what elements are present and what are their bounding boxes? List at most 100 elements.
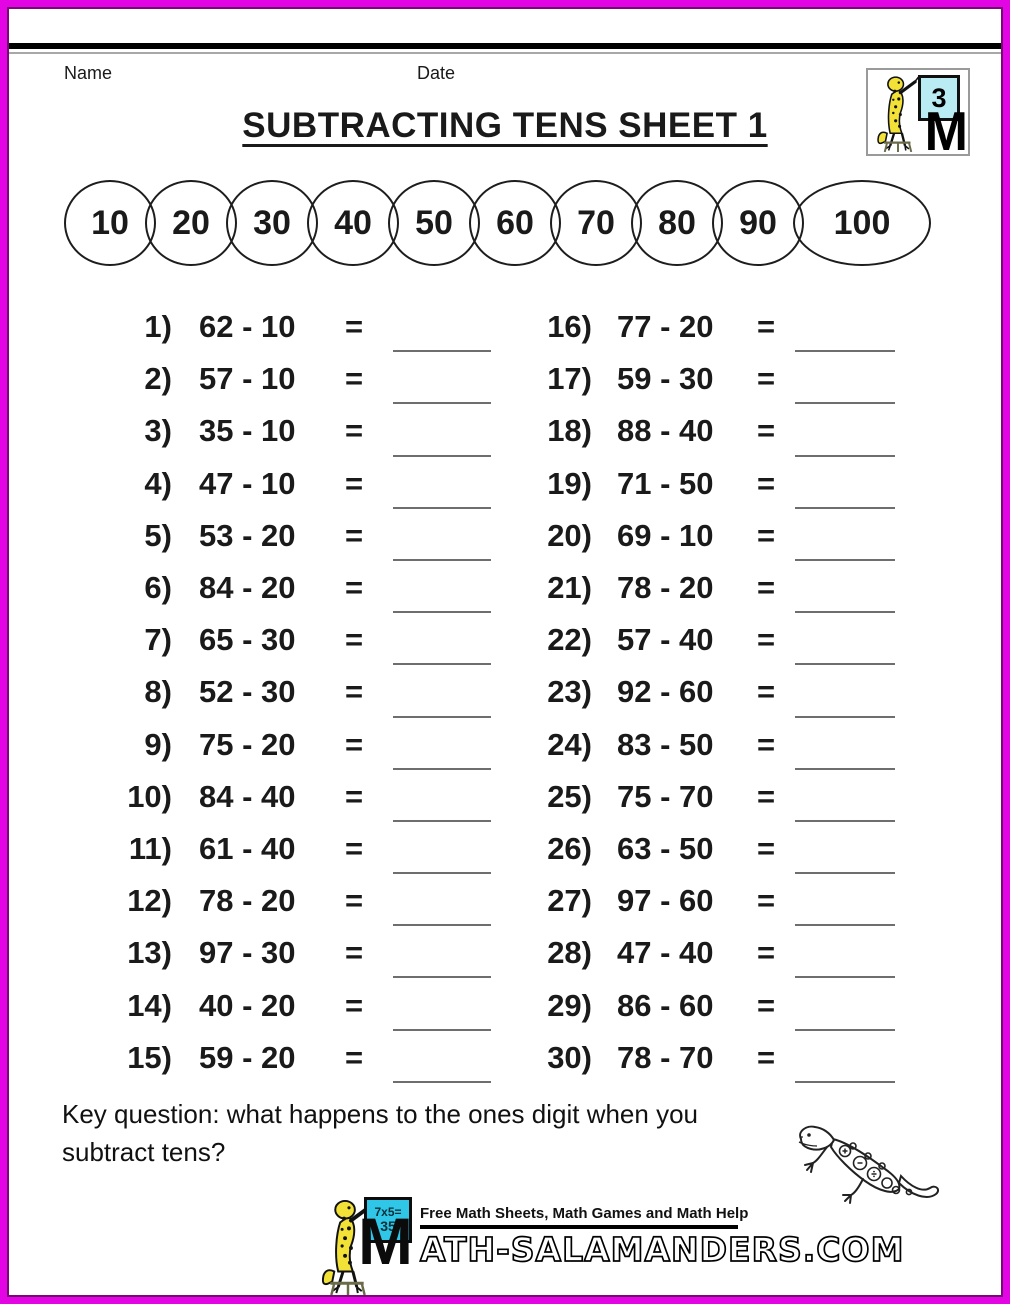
equals-sign: = [757,674,776,710]
problem-number: 14) [127,987,172,1023]
problem-expression: 78 - 20 [199,883,296,919]
equals-sign: = [757,883,776,919]
answer-blank[interactable] [795,976,895,979]
problem-expression: 84 - 20 [199,570,296,606]
footer-brand: 7x5= 35 M Free Math Sheets, Math Games a… [318,1197,905,1296]
problem-row: 10) 84 - 40 = [60,771,491,823]
answer-blank[interactable] [393,454,491,457]
answer-blank[interactable] [795,454,895,457]
grade-number-board: 3 [918,75,960,121]
problem-row: 22) 57 - 40 = [532,614,895,666]
problem-number: 8) [144,674,172,710]
problem-number: 4) [144,465,172,501]
problem-number: 6) [144,570,172,606]
problem-row: 13) 97 - 30 = [60,927,491,979]
equals-sign: = [757,361,776,397]
number-oval: 40 [307,180,399,266]
equals-sign: = [345,1039,364,1075]
problem-number: 3) [144,413,172,449]
problem-row: 19) 71 - 50 = [532,458,895,510]
problem-row: 23) 92 - 60 = [532,666,895,718]
answer-blank[interactable] [393,611,491,614]
problem-row: 24) 83 - 50 = [532,719,895,771]
oval-value: 100 [833,203,891,242]
brand-m-letter: M [358,1204,413,1278]
equals-sign: = [345,674,364,710]
answer-blank[interactable] [393,663,491,666]
problem-row: 18) 88 - 40 = [532,405,895,457]
problem-row: 17) 59 - 30 = [532,353,895,405]
problem-expression: 62 - 10 [199,309,296,345]
answer-blank[interactable] [795,715,895,718]
spotted-gecko-icon [798,1125,940,1204]
problem-number: 9) [144,726,172,762]
board-line1: 7x5= [374,1205,402,1220]
answer-blank[interactable] [795,558,895,561]
problem-row: 12) 78 - 20 = [60,875,491,927]
date-label: Date [417,63,456,83]
equals-sign: = [345,465,364,501]
answer-blank[interactable] [795,350,895,353]
equals-sign: = [345,935,364,971]
answer-blank[interactable] [393,819,491,822]
answer-blank[interactable] [393,1080,491,1083]
problem-row: 3) 35 - 10 = [60,405,491,457]
answer-blank[interactable] [393,872,491,875]
equals-sign: = [757,309,776,345]
problem-expression: 78 - 20 [617,570,714,606]
answer-blank[interactable] [795,1028,895,1031]
answer-blank[interactable] [393,976,491,979]
problem-expression: 97 - 60 [617,883,714,919]
equals-sign: = [757,622,776,658]
problem-expression: 86 - 60 [617,987,714,1023]
problem-row: 1) 62 - 10 = [60,301,491,353]
problem-row: 16) 77 - 20 = [532,301,895,353]
problem-expression: 75 - 70 [617,778,714,814]
problem-expression: 65 - 30 [199,622,296,658]
answer-blank[interactable] [795,663,895,666]
answer-blank[interactable] [393,924,491,927]
answer-blank[interactable] [393,402,491,405]
problem-row: 29) 86 - 60 = [532,979,895,1031]
answer-blank[interactable] [393,350,491,353]
problem-expression: 61 - 40 [199,830,296,866]
answer-blank[interactable] [795,611,895,614]
equals-sign: = [757,830,776,866]
problem-number: 25) [547,778,592,814]
answer-blank[interactable] [393,558,491,561]
problem-expression: 47 - 40 [617,935,714,971]
answer-blank[interactable] [795,506,895,509]
number-oval: 50 [388,180,480,266]
answer-blank[interactable] [393,767,491,770]
salamander-mascot-icon [877,75,920,152]
equals-sign: = [757,778,776,814]
problem-expression: 53 - 20 [199,517,296,553]
answer-blank[interactable] [795,819,895,822]
problem-number: 27) [547,883,592,919]
problem-row: 8) 52 - 30 = [60,666,491,718]
answer-blank[interactable] [393,715,491,718]
problem-row: 4) 47 - 10 = [60,458,491,510]
answer-blank[interactable] [795,872,895,875]
answer-blank[interactable] [795,1080,895,1083]
answer-blank[interactable] [393,1028,491,1031]
problem-expression: 92 - 60 [617,674,714,710]
answer-blank[interactable] [393,506,491,509]
problem-expression: 59 - 20 [199,1039,296,1075]
tens-number-track: 10 20 30 40 50 60 70 80 90 100 [64,180,931,266]
number-oval: 30 [226,180,318,266]
brand-name[interactable]: ATH-SALAMANDERS.COM [419,1229,905,1270]
equals-sign: = [757,570,776,606]
equals-sign: = [345,361,364,397]
answer-blank[interactable] [795,924,895,927]
problem-number: 17) [547,361,592,397]
oval-value: 70 [577,203,615,242]
header-divider [9,43,1001,49]
problem-number: 20) [547,517,592,553]
answer-blank[interactable] [795,767,895,770]
math-board: 7x5= 35 [364,1197,412,1243]
problem-expression: 35 - 10 [199,413,296,449]
answer-blank[interactable] [795,402,895,405]
oval-value: 40 [334,203,372,242]
number-oval: 20 [145,180,237,266]
